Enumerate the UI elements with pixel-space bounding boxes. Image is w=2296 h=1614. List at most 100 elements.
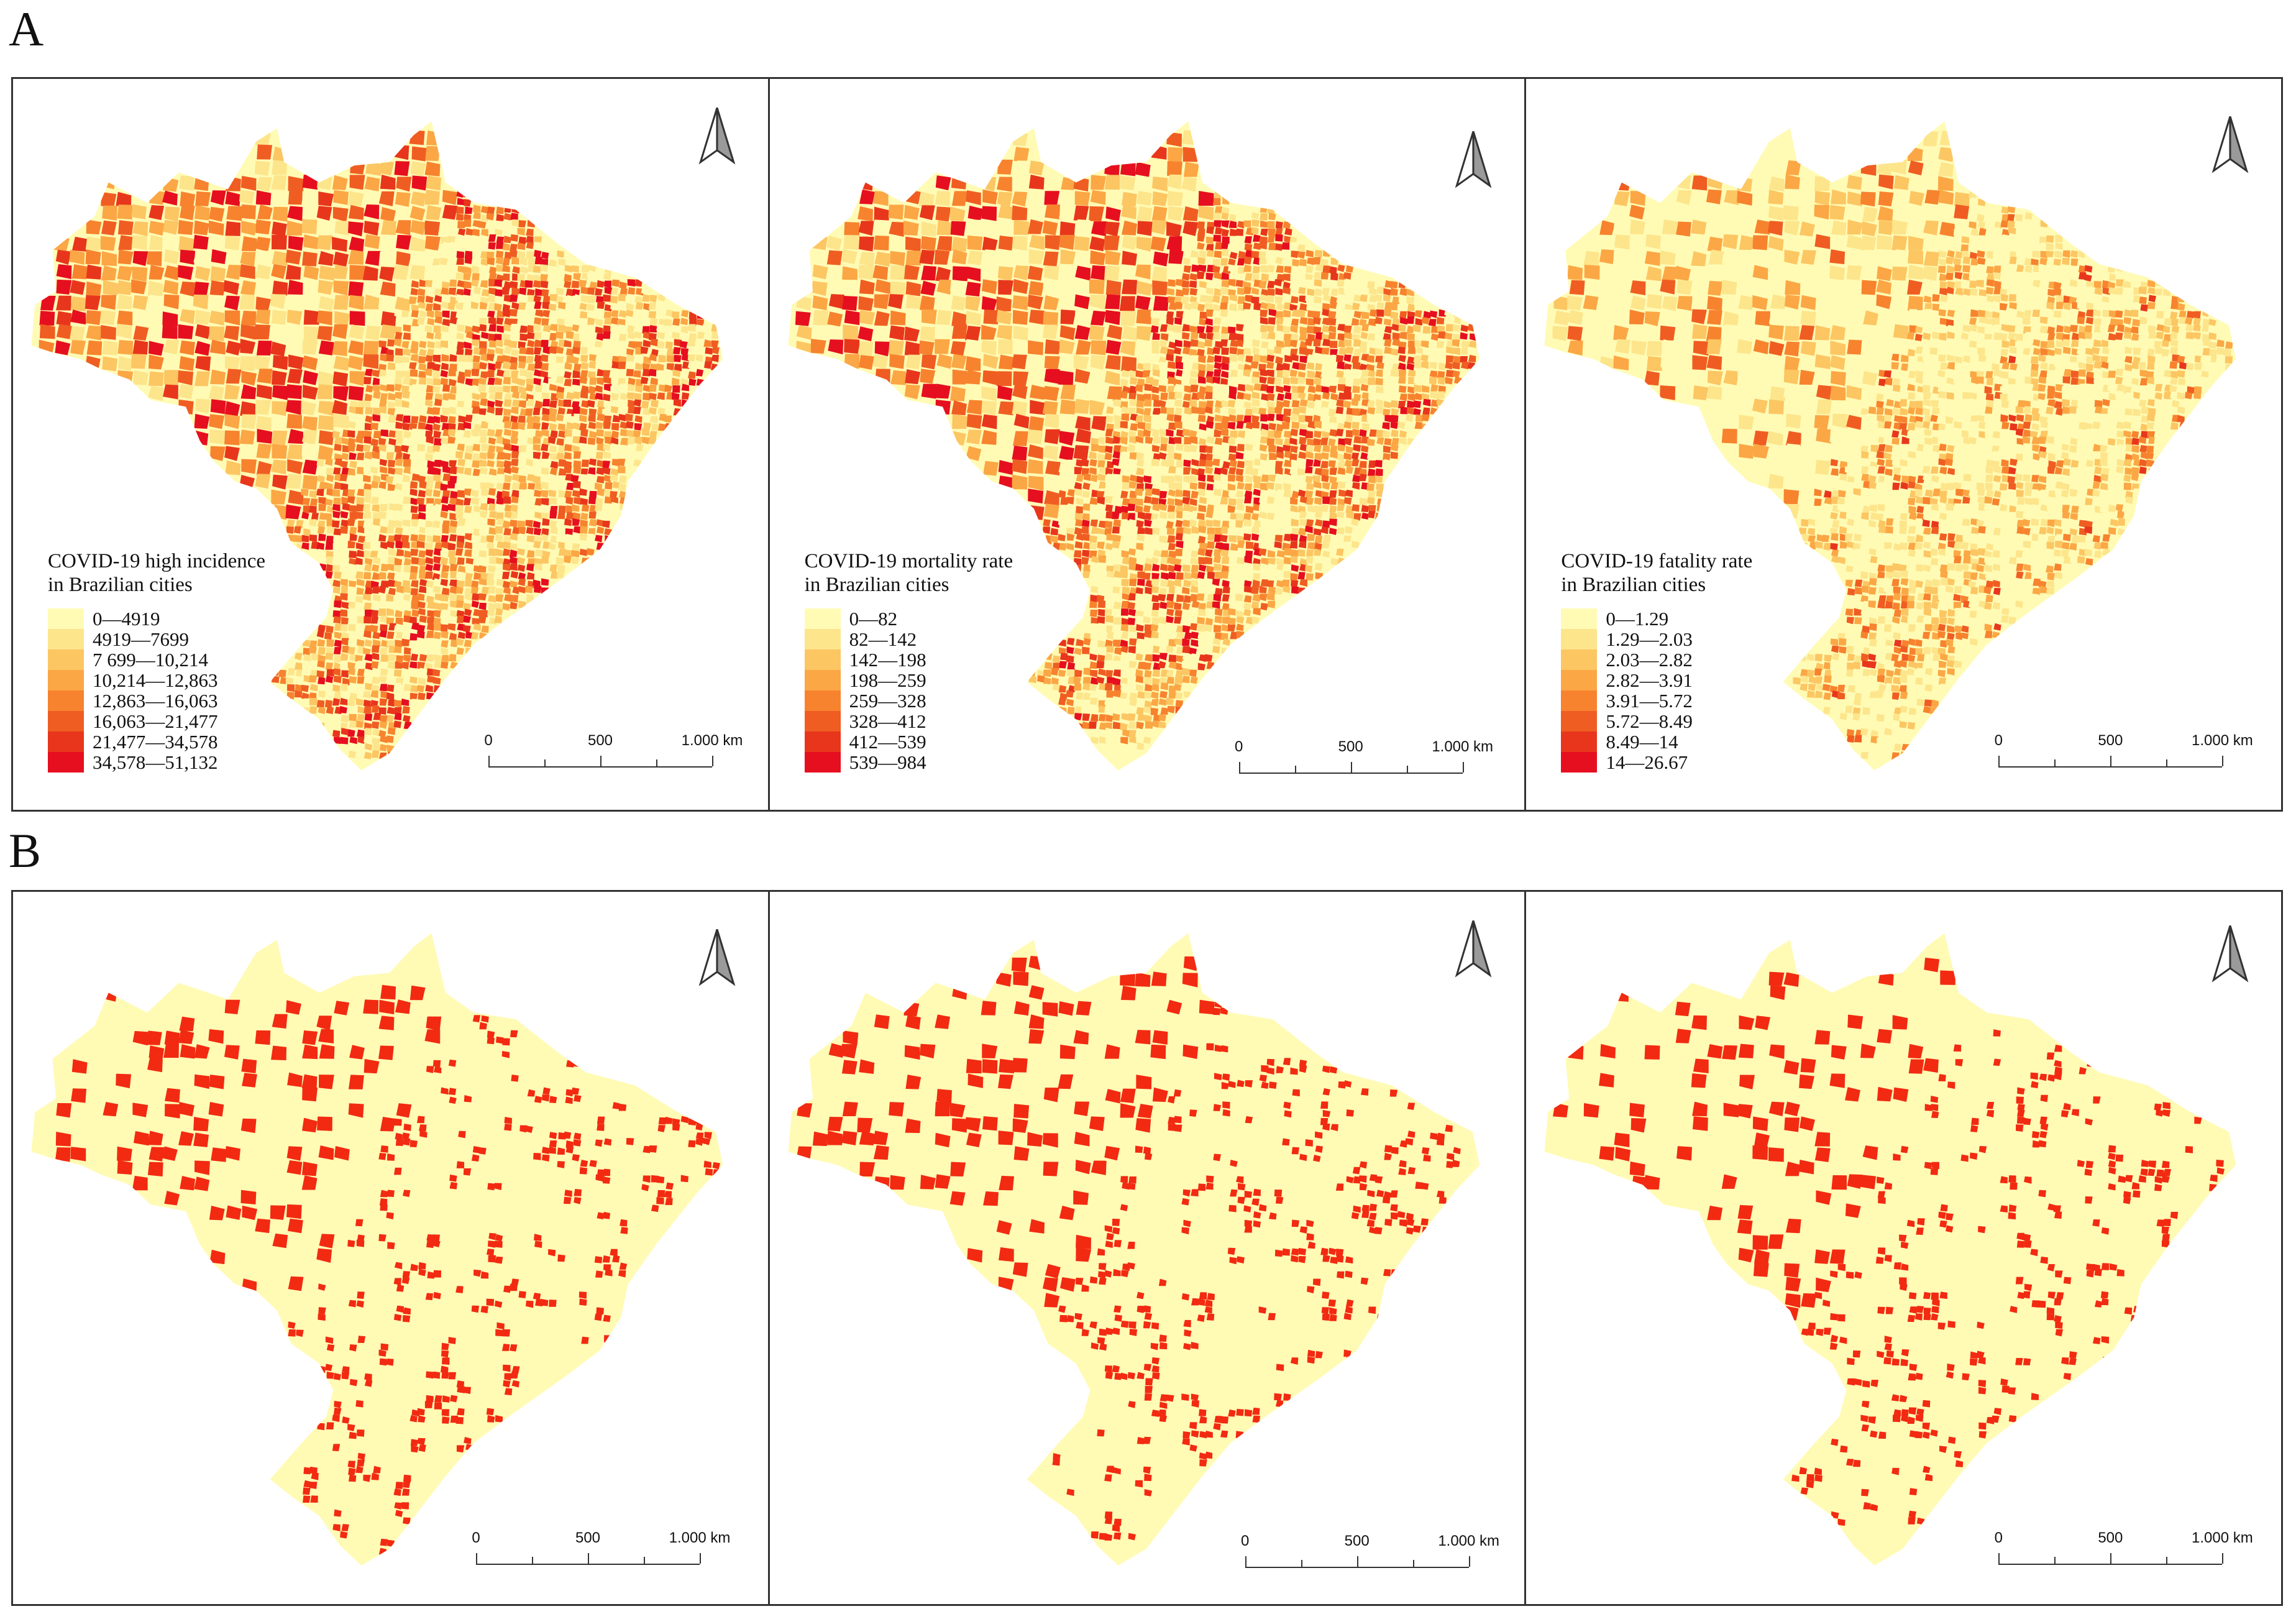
municipality-polygon (1320, 369, 1329, 377)
municipality-polygon (964, 339, 981, 354)
municipality-polygon (1213, 369, 1222, 377)
municipality-polygon (610, 340, 618, 348)
municipality-polygon (1359, 408, 1367, 416)
municipality-polygon (1012, 205, 1027, 221)
municipality-polygon (610, 495, 618, 503)
municipality-polygon (495, 608, 503, 616)
municipality-polygon (633, 393, 642, 401)
municipality-polygon (1252, 503, 1260, 511)
municipality-polygon (1143, 354, 1151, 362)
municipality-polygon (936, 236, 953, 251)
municipality-polygon (1151, 497, 1159, 505)
municipality-polygon (1383, 445, 1391, 453)
municipality-polygon (603, 421, 611, 429)
municipality-polygon (641, 400, 649, 408)
municipality-polygon (440, 347, 449, 355)
municipality-polygon (418, 585, 427, 594)
municipality-polygon (503, 443, 511, 451)
municipality-polygon (1174, 325, 1182, 333)
municipality-polygon (364, 430, 372, 438)
municipality-polygon (1353, 280, 1361, 288)
municipality-polygon (580, 429, 588, 438)
municipality-polygon (465, 647, 473, 655)
municipality-polygon (672, 392, 680, 400)
municipality-polygon (510, 436, 519, 444)
municipality-polygon (303, 505, 311, 513)
municipality-polygon (1337, 444, 1345, 452)
municipality-polygon (1361, 505, 1369, 513)
municipality-polygon (340, 624, 348, 632)
municipality-polygon (1198, 264, 1206, 272)
municipality-polygon (1315, 572, 1323, 580)
municipality-polygon (704, 361, 712, 369)
municipality-polygon (1135, 370, 1143, 378)
municipality-polygon (394, 700, 402, 708)
municipality-polygon (603, 443, 611, 451)
municipality-polygon (341, 467, 349, 475)
municipality-polygon (448, 287, 457, 295)
municipality-polygon (473, 347, 482, 355)
municipality-polygon (1042, 220, 1058, 236)
municipality-polygon (1043, 541, 1051, 549)
municipality-polygon (711, 346, 720, 354)
municipality-polygon (418, 677, 426, 685)
municipality-polygon (1266, 377, 1275, 385)
municipality-polygon (1407, 369, 1416, 377)
municipality-polygon (1105, 280, 1122, 295)
municipality-polygon (434, 451, 442, 459)
municipality-polygon (333, 280, 349, 296)
municipality-polygon (1105, 436, 1114, 444)
municipality-polygon (479, 362, 487, 370)
municipality-polygon (1228, 204, 1237, 213)
municipality-polygon (1360, 490, 1368, 498)
municipality-polygon (1150, 310, 1158, 318)
municipality-polygon (635, 385, 643, 393)
municipality-polygon (494, 303, 502, 311)
municipality-polygon (1098, 445, 1107, 453)
municipality-polygon (1251, 392, 1260, 400)
municipality-polygon (224, 414, 240, 429)
municipality-polygon (1127, 503, 1135, 511)
municipality-polygon (981, 340, 997, 355)
municipality-polygon (1258, 527, 1266, 535)
municipality-polygon (603, 431, 612, 439)
municipality-polygon (535, 288, 543, 296)
municipality-polygon (481, 488, 489, 496)
municipality-polygon (581, 459, 590, 467)
municipality-polygon (1351, 518, 1359, 526)
municipality-polygon (240, 324, 256, 340)
municipality-polygon (1120, 600, 1129, 608)
municipality-polygon (1274, 227, 1283, 236)
municipality-polygon (1204, 549, 1213, 557)
municipality-polygon (1397, 324, 1406, 332)
municipality-polygon (1174, 391, 1182, 399)
municipality-polygon (332, 684, 341, 692)
municipality-polygon (334, 443, 342, 451)
municipality-polygon (363, 630, 372, 638)
municipality-polygon (488, 234, 496, 242)
municipality-polygon (347, 355, 364, 370)
municipality-polygon (1106, 533, 1114, 541)
municipality-polygon (418, 490, 426, 498)
municipality-polygon (1237, 376, 1245, 384)
municipality-polygon (511, 219, 519, 227)
municipality-polygon (496, 564, 505, 572)
municipality-polygon (1290, 505, 1298, 513)
municipality-polygon (1214, 206, 1222, 214)
municipality-polygon (519, 482, 527, 490)
municipality-polygon (333, 386, 349, 401)
municipality-polygon (558, 362, 567, 370)
municipality-polygon (541, 413, 549, 422)
municipality-polygon (364, 550, 372, 558)
municipality-polygon (1205, 466, 1213, 474)
municipality-polygon (209, 326, 225, 342)
municipality-polygon (479, 436, 487, 444)
municipality-polygon (558, 430, 566, 438)
municipality-polygon (1045, 461, 1061, 476)
municipality-polygon (1328, 378, 1336, 386)
municipality-polygon (426, 617, 435, 625)
municipality-polygon (518, 423, 526, 431)
municipality-polygon (355, 481, 364, 489)
municipality-polygon (541, 339, 549, 347)
municipality-polygon (1414, 310, 1422, 318)
